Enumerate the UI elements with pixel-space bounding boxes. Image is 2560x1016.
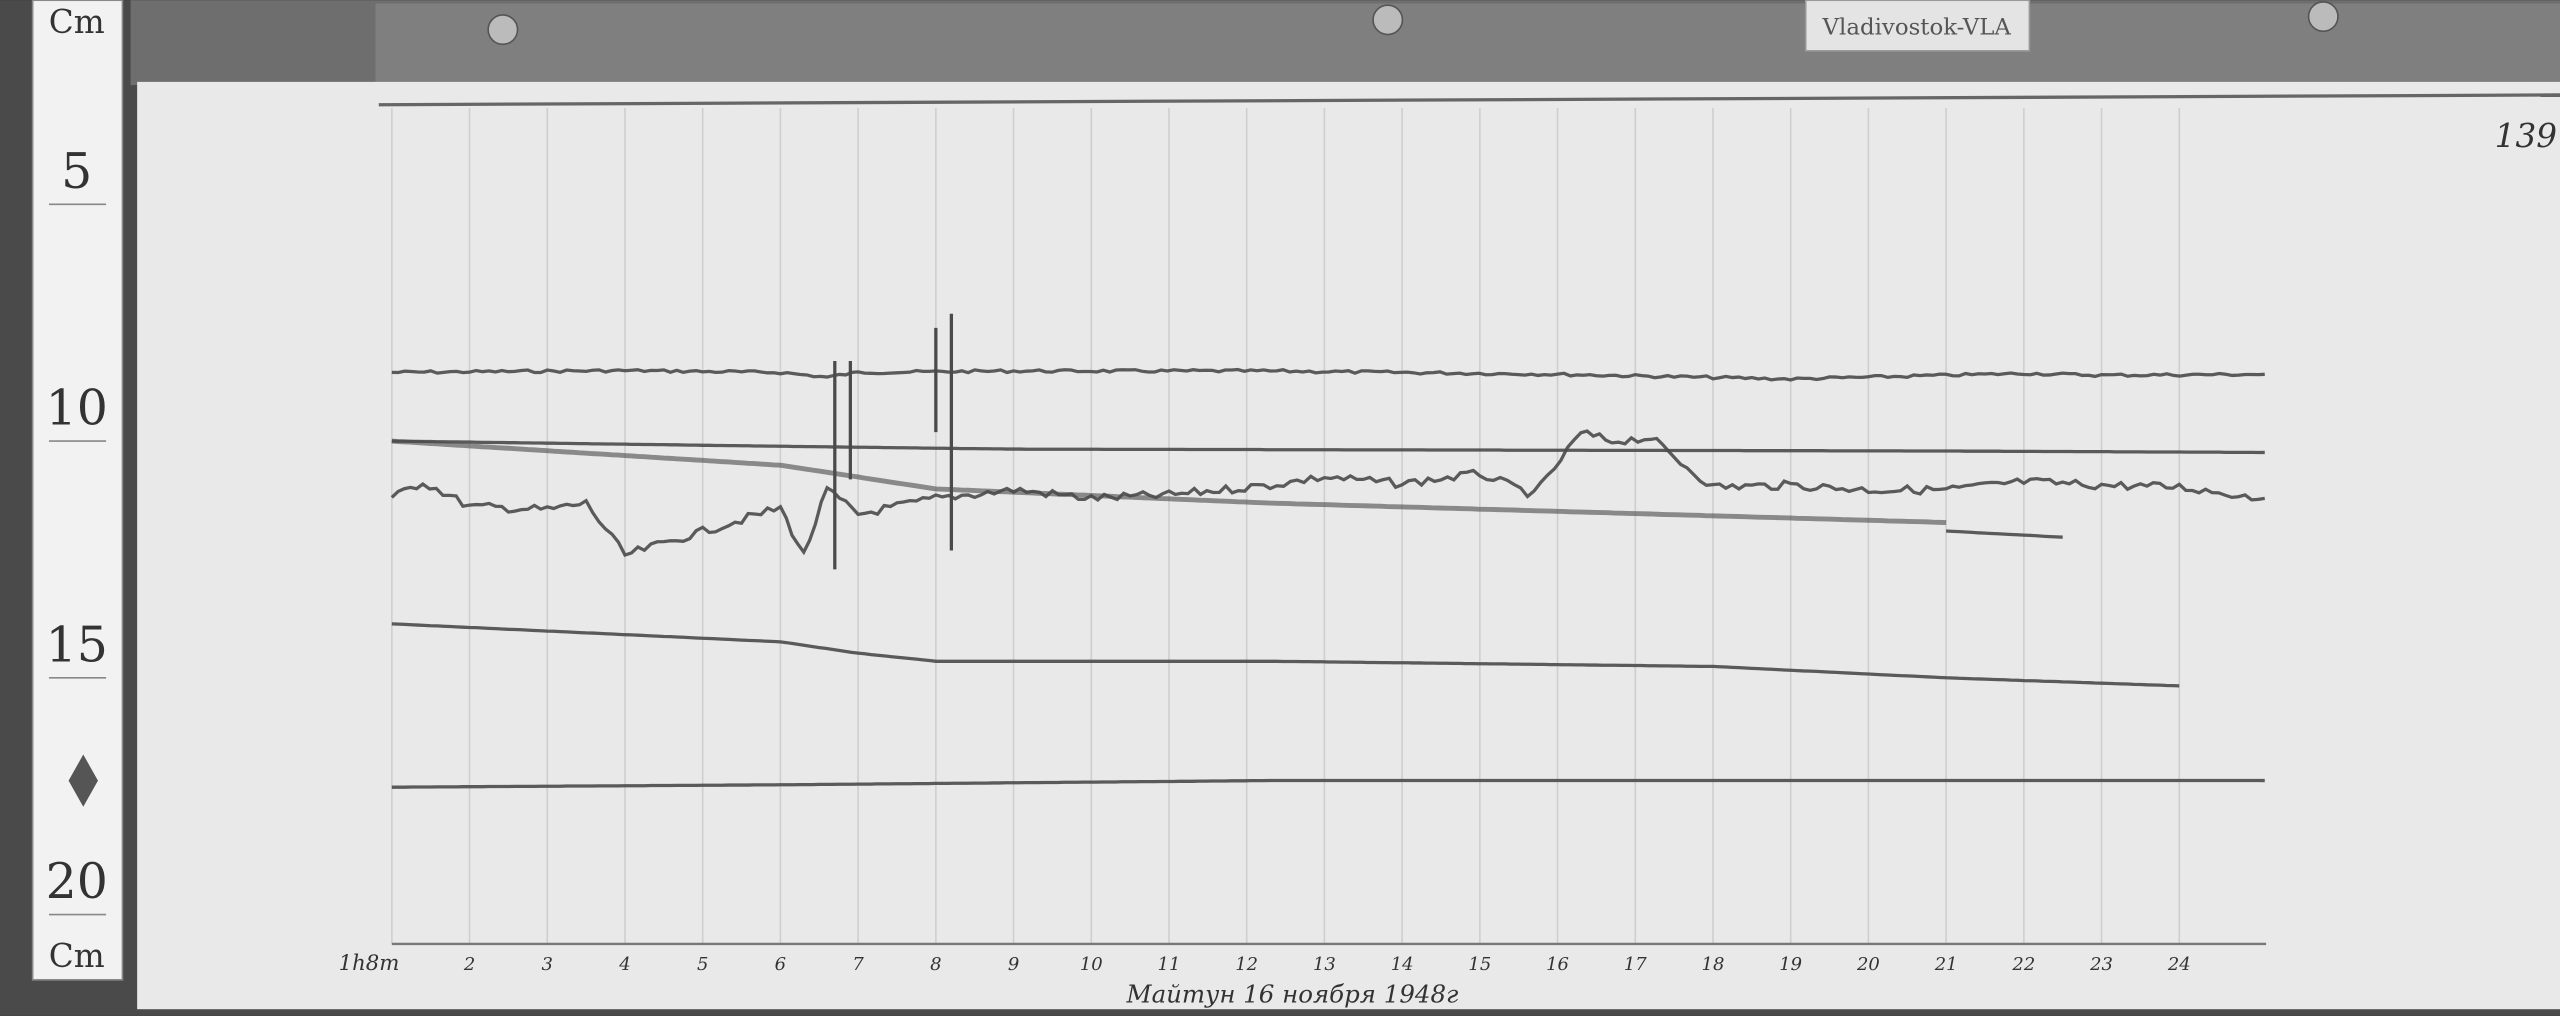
hour-grid (391, 107, 2181, 944)
x-tick-label: 1h8m (339, 951, 400, 976)
station-sign-text: Vladivostok-VLA (1822, 15, 2012, 41)
ruler-label: Cm (49, 937, 105, 975)
trace-line-3 (391, 438, 1947, 525)
x-tick-label: 11 (1158, 954, 1181, 975)
x-tick-label: 6 (775, 954, 786, 975)
x-tick-label: 13 (1313, 954, 1336, 975)
ruler-label: 10 (46, 380, 108, 437)
hour-tick-labels: 1h8m 2 3 4 5 6 7 8 9 10 11 12 13 14 15 16 17 18 19 20 21 22 23… (339, 951, 2191, 976)
cm-ruler (31, 0, 124, 981)
trace-line-1 (391, 367, 2265, 382)
x-tick-label: 20 (1856, 954, 1880, 975)
x-tick-label: 22 (2011, 954, 2035, 975)
station-sign (1804, 0, 2031, 52)
x-tick-label: 5 (697, 954, 708, 975)
acrylic-strip (375, 3, 2560, 82)
x-tick-label: 19 (1779, 954, 1802, 975)
x-tick-label: 18 (1702, 954, 1725, 975)
trace-line-6 (391, 778, 2265, 789)
record-caption: Майтун 16 ноября 1948г (1126, 980, 1460, 1009)
x-tick-label: 23 (2089, 954, 2113, 975)
ruler-label: Cm (49, 3, 105, 41)
ruler-marker-icon (68, 754, 98, 807)
x-tick-label: 14 (1391, 954, 1414, 975)
x-tick-label: 17 (1624, 954, 1647, 975)
trace-line-5 (391, 622, 2180, 688)
trace-line-7 (1946, 529, 2063, 539)
x-tick-label: 16 (1546, 954, 1569, 975)
paper-top-line (378, 93, 2560, 107)
ruler-label: 5 (61, 143, 92, 200)
x-tick-label: 9 (1008, 954, 1019, 975)
ruler-labels: Cm 5 10 15 20 Cm (46, 3, 108, 975)
x-tick-label: 2 (463, 954, 475, 975)
x-tick-label: 10 (1080, 954, 1103, 975)
screw-icon (2307, 1, 2339, 33)
trace-line-2 (391, 439, 2265, 455)
x-tick-label: 24 (2167, 954, 2191, 975)
x-tick-label: 15 (1468, 954, 1491, 975)
x-tick-label: 12 (1235, 954, 1258, 975)
screw-icon (1372, 4, 1404, 36)
paper-sheet (137, 81, 2560, 1010)
x-tick-label: 4 (618, 954, 630, 975)
traces (390, 313, 2265, 789)
x-tick-label: 8 (930, 954, 941, 975)
trace-line-4 (390, 429, 2265, 558)
page-number: 139 (2495, 117, 2557, 155)
x-tick-label: 7 (852, 954, 864, 975)
x-tick-label: 3 (542, 954, 553, 975)
screw-icon (487, 14, 519, 46)
ruler-label: 15 (46, 616, 108, 673)
x-tick-label: 21 (1934, 954, 1958, 975)
ruler-label: 20 (46, 853, 108, 910)
